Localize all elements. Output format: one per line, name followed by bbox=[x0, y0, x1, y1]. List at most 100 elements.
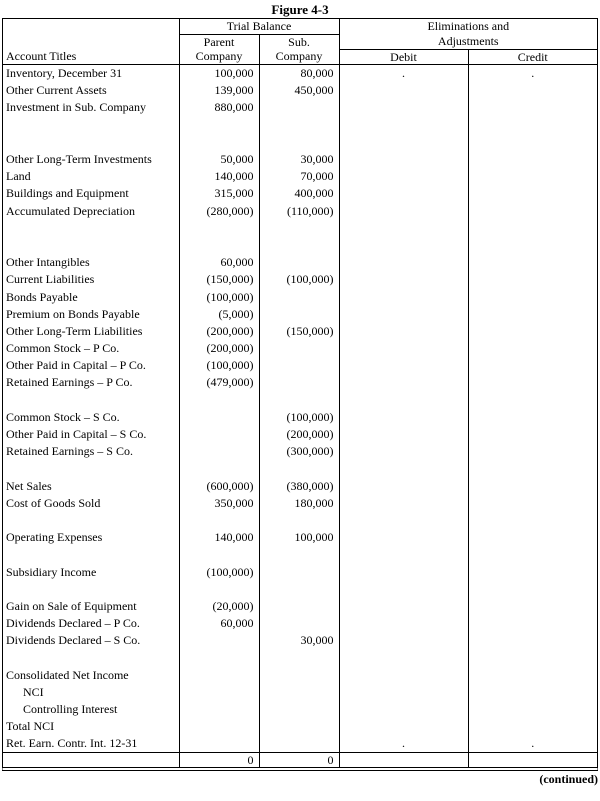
debit-cell bbox=[339, 219, 469, 237]
account-title-cell: Subsidiary Income bbox=[3, 562, 180, 581]
credit-cell bbox=[468, 632, 597, 649]
account-title-cell: Investment in Sub. Company bbox=[3, 98, 180, 117]
account-title-cell bbox=[3, 580, 180, 598]
credit-cell bbox=[468, 374, 597, 391]
parent-amount-cell bbox=[179, 219, 260, 237]
parent-amount-cell bbox=[179, 545, 260, 563]
sub-amount-cell bbox=[259, 356, 340, 374]
debit-cell bbox=[339, 442, 469, 460]
parent-amount-cell: 60,000 bbox=[179, 253, 260, 271]
debit-cell bbox=[339, 270, 469, 288]
table-row: Controlling Interest bbox=[3, 700, 597, 718]
sub-amount-cell: 80,000 bbox=[259, 64, 340, 82]
account-title-cell: Accumulated Depreciation bbox=[3, 202, 180, 220]
account-title-cell: Retained Earnings – P Co. bbox=[3, 373, 180, 392]
parent-amount-cell bbox=[179, 442, 260, 460]
table-row bbox=[3, 219, 597, 237]
eliminations-header-line1: Eliminations and bbox=[427, 19, 510, 33]
debit-cell bbox=[339, 580, 469, 598]
debit-cell bbox=[339, 81, 469, 99]
parent-amount-cell: 139,000 bbox=[179, 81, 260, 99]
sub-company-header-line1: Sub. bbox=[288, 35, 310, 50]
sub-amount-cell: 30,000 bbox=[259, 150, 340, 168]
account-title-cell bbox=[3, 545, 180, 563]
credit-cell bbox=[468, 546, 597, 563]
debit-cell bbox=[339, 631, 469, 649]
debit-cell bbox=[339, 459, 469, 477]
debit-cell bbox=[339, 494, 469, 512]
account-title-cell bbox=[3, 648, 180, 667]
parent-amount-cell: 60,000 bbox=[179, 614, 260, 632]
sub-amount-cell bbox=[259, 734, 340, 752]
parent-amount-cell: (600,000) bbox=[179, 477, 260, 495]
account-title-cell: Current Liabilities bbox=[3, 270, 180, 288]
debit-cell bbox=[339, 339, 469, 357]
account-title-cell: NCI bbox=[3, 683, 180, 701]
sub-amount-cell: (380,000) bbox=[259, 477, 340, 495]
table-row: Operating Expenses 140,000 100,000 bbox=[3, 528, 597, 546]
total-credit-cell bbox=[468, 751, 598, 767]
account-title-cell: Common Stock – P Co. bbox=[3, 339, 180, 357]
table-row: Gain on Sale of Equipment (20,000) bbox=[3, 597, 597, 615]
trial-balance-header: Trial Balance bbox=[179, 19, 340, 35]
table-row bbox=[3, 648, 597, 667]
table-row: Dividends Declared – P Co. 60,000 bbox=[3, 614, 597, 632]
credit-cell bbox=[468, 219, 597, 236]
debit-cell bbox=[339, 545, 469, 563]
parent-amount-cell bbox=[179, 511, 260, 529]
credit-cell bbox=[468, 718, 597, 735]
credit-cell bbox=[468, 340, 597, 357]
table-row bbox=[3, 511, 597, 529]
table-row: Retained Earnings – P Co. (479,000) bbox=[3, 373, 597, 392]
account-title-cell: Common Stock – S Co. bbox=[3, 408, 180, 426]
sub-amount-cell bbox=[259, 98, 340, 117]
credit-cell bbox=[468, 168, 597, 185]
table-row: Accumulated Depreciation (280,000) (110,00… bbox=[3, 202, 597, 220]
parent-amount-cell: 100,000 bbox=[179, 64, 260, 82]
header-row-2: Parent Company Sub. Company bbox=[3, 34, 597, 65]
table-row: Total NCI bbox=[3, 717, 597, 735]
credit-cell bbox=[468, 150, 597, 167]
header-row-3: Debit Credit bbox=[3, 49, 598, 65]
debit-cell bbox=[339, 356, 469, 374]
sub-amount-cell bbox=[259, 562, 340, 581]
sub-amount-cell bbox=[259, 253, 340, 271]
sub-amount-cell bbox=[259, 133, 340, 151]
debit-cell bbox=[339, 425, 469, 443]
sub-company-header-line2: Company bbox=[275, 49, 323, 64]
table-row: Dividends Declared – S Co. 30,000 bbox=[3, 631, 597, 649]
sub-amount-cell: 100,000 bbox=[259, 528, 340, 546]
account-title-cell: Dividends Declared – S Co. bbox=[3, 631, 180, 649]
credit-cell bbox=[468, 391, 597, 408]
total-parent-cell: 0 bbox=[179, 751, 260, 767]
credit-cell bbox=[468, 357, 597, 374]
parent-amount-cell: (200,000) bbox=[179, 339, 260, 357]
table-row: Investment in Sub. Company 880,000 bbox=[3, 98, 597, 117]
account-title-cell: Consolidated Net Income bbox=[3, 666, 180, 684]
account-title-cell: Land bbox=[3, 167, 180, 185]
debit-cell bbox=[339, 717, 469, 735]
worksheet-table-frame: Account Titles Trial Balance Elimination… bbox=[2, 18, 598, 771]
table-row bbox=[3, 116, 597, 134]
credit-header: Credit bbox=[468, 49, 598, 65]
sub-amount-cell bbox=[259, 545, 340, 563]
parent-amount-cell: 315,000 bbox=[179, 184, 260, 202]
table-row: Current Liabilities (150,000) (100,000) bbox=[3, 270, 597, 288]
debit-cell bbox=[339, 666, 469, 684]
sub-amount-cell bbox=[259, 373, 340, 392]
parent-company-header-line2: Company bbox=[195, 49, 243, 64]
debit-cell bbox=[339, 202, 469, 220]
credit-cell bbox=[468, 288, 597, 305]
sub-amount-cell: (200,000) bbox=[259, 425, 340, 443]
parent-amount-cell: (100,000) bbox=[179, 356, 260, 374]
credit-cell bbox=[468, 133, 597, 150]
sub-amount-cell: 30,000 bbox=[259, 631, 340, 649]
debit-cell bbox=[339, 253, 469, 271]
table-row: Premium on Bonds Payable (5,000) bbox=[3, 305, 597, 323]
table-row: Subsidiary Income (100,000) bbox=[3, 562, 597, 581]
total-title-cell bbox=[3, 751, 180, 767]
sub-amount-cell: (100,000) bbox=[259, 270, 340, 288]
credit-cell bbox=[468, 271, 597, 288]
debit-cell bbox=[339, 184, 469, 202]
account-title-cell: Other Paid in Capital – P Co. bbox=[3, 356, 180, 374]
